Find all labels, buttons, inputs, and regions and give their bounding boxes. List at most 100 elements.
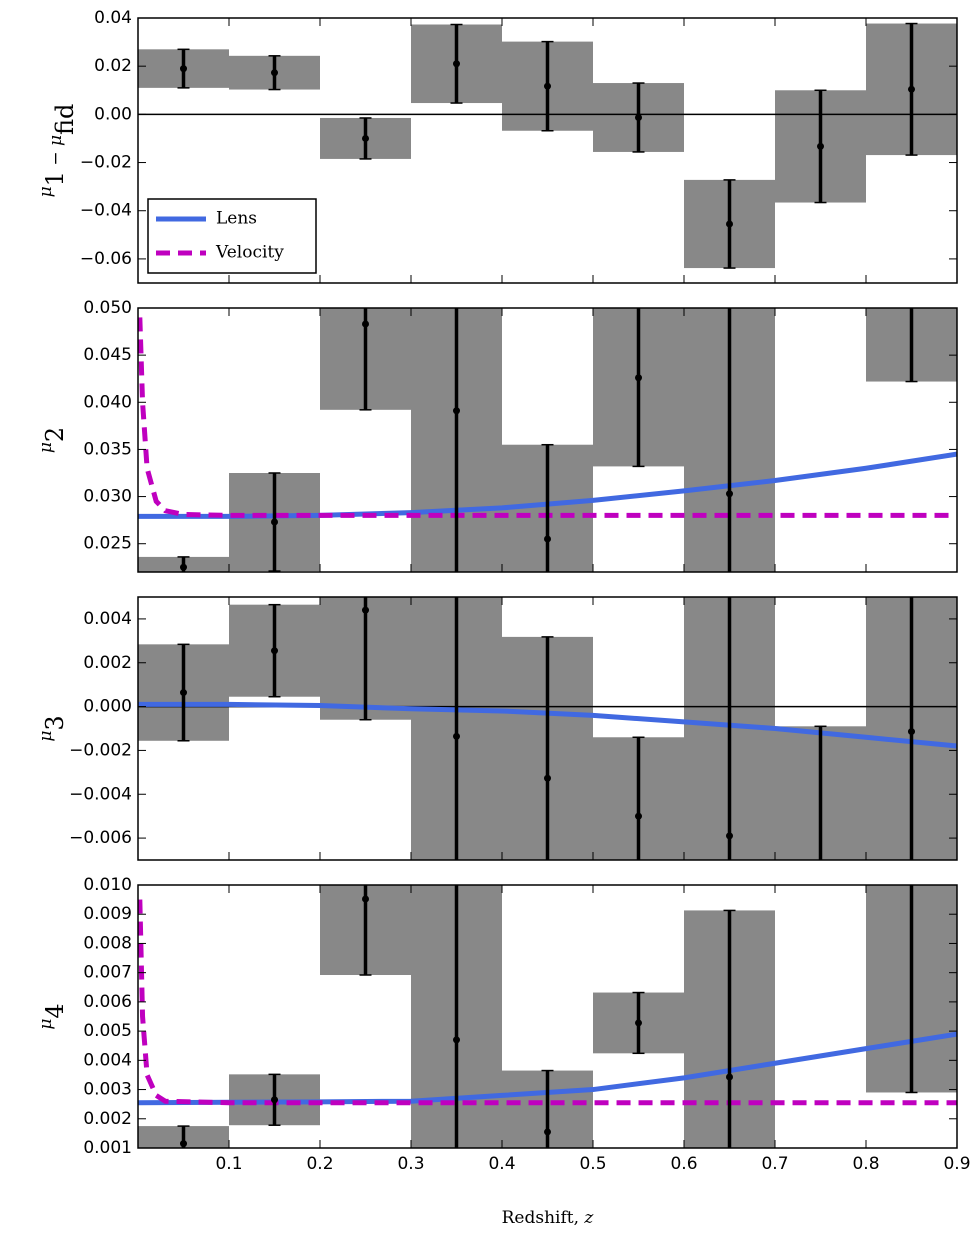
data-point (271, 1096, 278, 1104)
x-tick-label: 0.3 (397, 1154, 424, 1174)
y-tick-label: −0.004 (69, 784, 132, 804)
y-label-sub: 4 (41, 1003, 69, 1018)
y-tick-label: 0.004 (83, 1050, 132, 1070)
data-point (180, 1140, 187, 1148)
y-label-part: μ (36, 442, 56, 453)
x-tick-label: 0.6 (670, 1154, 697, 1174)
panel (138, 295, 957, 572)
y-tick-label: 0.008 (83, 933, 132, 953)
axes-frame (137, 307, 958, 573)
data-point (908, 728, 915, 736)
y-tick-label: 0.035 (83, 439, 132, 459)
panel (138, 876, 957, 1148)
y-tick-label: 0.050 (83, 298, 132, 318)
x-tick-label: 0.9 (943, 1154, 970, 1174)
y-tick-label: −0.002 (69, 740, 132, 760)
data-point (726, 1073, 733, 1081)
axes-frame (137, 596, 958, 861)
x-tick-label: 0.5 (579, 1154, 606, 1174)
data-point (271, 518, 278, 526)
data-point (635, 1019, 642, 1027)
y-tick-label: 0.010 (83, 875, 132, 895)
y-tick-label: 0.045 (83, 345, 132, 365)
data-point (635, 113, 642, 121)
legend-label: Velocity (215, 243, 284, 263)
y-tick-label: 0.004 (83, 609, 132, 629)
data-point (726, 832, 733, 840)
y-label-sub: 3 (41, 715, 69, 730)
data-point (453, 407, 460, 415)
data-point (544, 1128, 551, 1136)
y-tick-label: 0.02 (94, 56, 132, 76)
y-label-part: − (46, 146, 66, 171)
y-label-sub: 1 (41, 171, 69, 186)
data-point (362, 606, 369, 614)
y-label-sub: 2 (41, 427, 69, 442)
series-line (138, 899, 957, 1106)
y-tick-label: 0.002 (83, 1109, 132, 1129)
data-point (544, 774, 551, 782)
x-tick-label: 0.1 (215, 1154, 242, 1174)
y-label-part: μ (46, 135, 66, 146)
data-point (635, 374, 642, 382)
data-point (635, 812, 642, 820)
y-axis-label: μ4 (36, 1003, 69, 1029)
y-tick-label: 0.030 (83, 487, 132, 507)
y-axis-label: μ3 (36, 715, 69, 741)
y-tick-label: 0.003 (83, 1080, 132, 1100)
error-bar (905, 885, 918, 1094)
y-tick-label: 0.04 (94, 8, 132, 28)
x-tick-label: 0.2 (306, 1154, 333, 1174)
data-point (908, 85, 915, 93)
x-label-part: z (583, 1208, 594, 1228)
data-point (544, 82, 551, 90)
y-tick-label: −0.06 (80, 249, 132, 269)
data-point (544, 535, 551, 543)
data-point (453, 60, 460, 68)
error-bar (814, 725, 827, 860)
legend-box (147, 198, 317, 274)
y-tick-label: −0.006 (69, 828, 132, 848)
y-label-sub: fid (51, 104, 79, 135)
y-tick-label: 0.025 (83, 534, 132, 554)
x-tick-label: 0.8 (852, 1154, 879, 1174)
x-tick-label: 0.4 (488, 1154, 515, 1174)
x-label-part: Redshift, (502, 1208, 585, 1228)
data-point (817, 867, 824, 874)
y-axis-label: μ1 − μfid (36, 104, 79, 198)
y-tick-label: 0.005 (83, 1021, 132, 1041)
data-point (726, 490, 733, 498)
error-bar (905, 308, 918, 383)
x-tick-label: 0.7 (761, 1154, 788, 1174)
data-point (726, 220, 733, 228)
series-line (138, 1031, 957, 1106)
series-line (138, 317, 957, 518)
data-point (271, 647, 278, 655)
y-tick-label: 0.002 (83, 653, 132, 673)
data-point (908, 295, 915, 302)
y-tick-label: −0.02 (80, 153, 132, 173)
y-axis-label: μ2 (36, 427, 69, 453)
data-point (817, 142, 824, 150)
data-point (453, 1036, 460, 1044)
axes-frame (137, 884, 958, 1149)
y-tick-label: 0.009 (83, 904, 132, 924)
data-point (180, 563, 187, 571)
data-point (271, 69, 278, 77)
y-tick-label: 0.007 (83, 963, 132, 983)
panel (138, 597, 957, 874)
data-point (362, 134, 369, 142)
y-tick-label: 0.006 (83, 992, 132, 1012)
y-label-part: μ (36, 1019, 56, 1030)
x-axis-label: Redshift, z (502, 1208, 595, 1228)
y-tick-label: 0.040 (83, 392, 132, 412)
panel (138, 22, 957, 269)
y-tick-label: 0.000 (83, 697, 132, 717)
data-point (908, 876, 915, 883)
legend: Lens Velocity (147, 198, 317, 274)
y-label-part: μ (36, 731, 56, 742)
data-point (362, 320, 369, 328)
y-tick-label: 0.001 (83, 1138, 132, 1158)
y-label-part: μ (36, 186, 56, 197)
